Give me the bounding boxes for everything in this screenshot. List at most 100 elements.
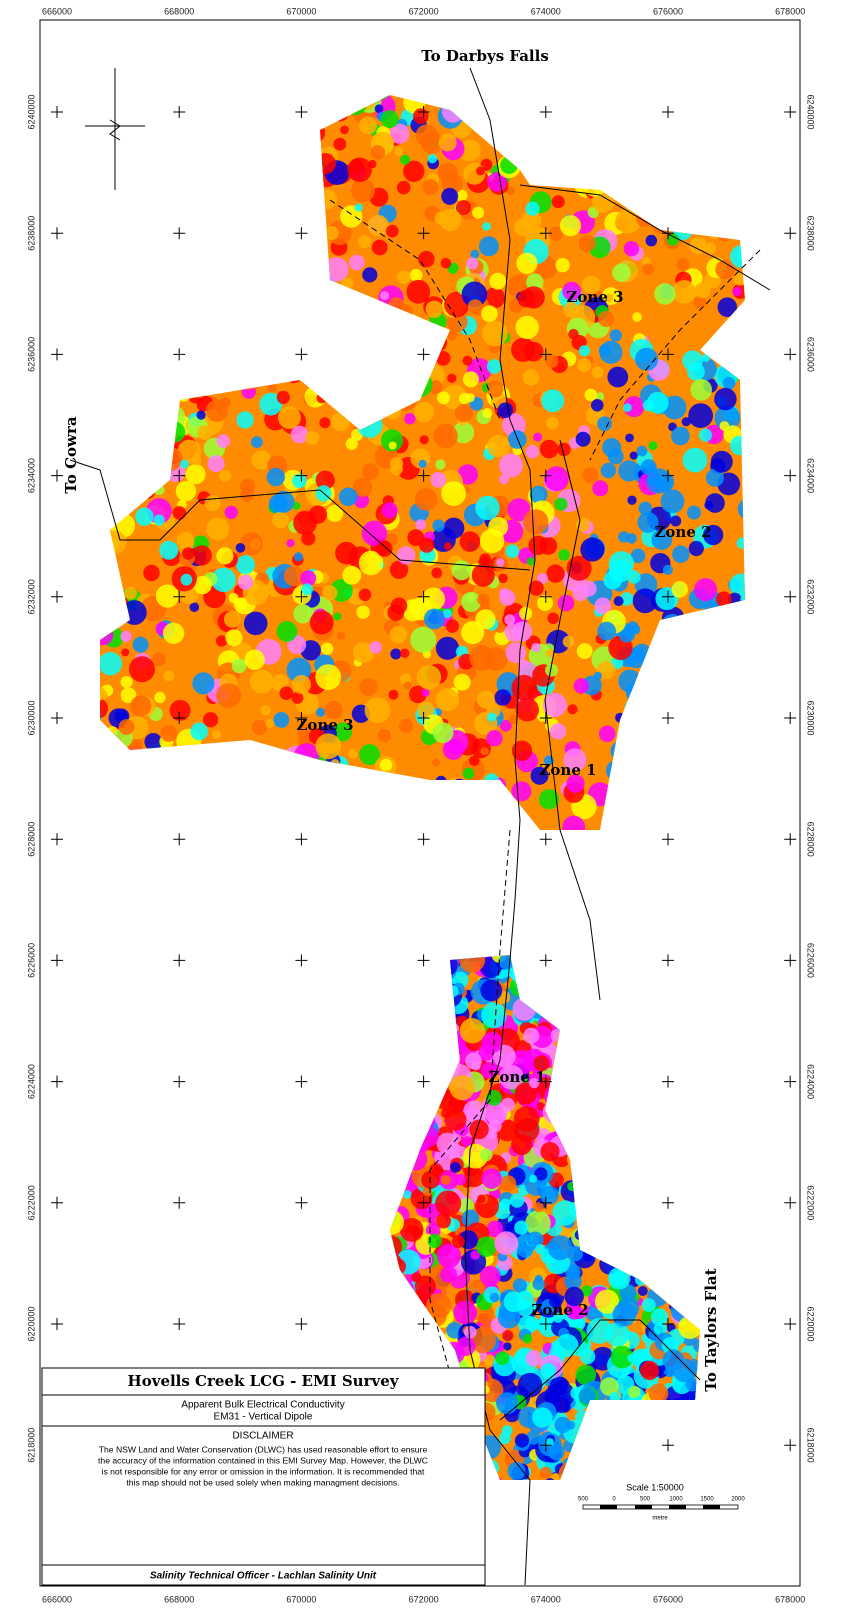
survey-cell xyxy=(490,1293,499,1302)
survey-cell xyxy=(633,588,658,613)
survey-cell xyxy=(552,195,565,208)
scale-tick-label: 2000 xyxy=(731,1497,745,1503)
survey-cell xyxy=(639,502,653,516)
survey-cell xyxy=(499,453,523,477)
survey-cell xyxy=(121,676,133,688)
survey-cell xyxy=(342,566,361,585)
survey-cell xyxy=(415,488,438,511)
survey-cell xyxy=(177,532,195,550)
survey-cell xyxy=(129,656,155,682)
survey-cell xyxy=(426,301,443,318)
survey-cell xyxy=(348,749,358,759)
map: 6660006660006680006680006700006700006720… xyxy=(0,0,845,1612)
survey-cell xyxy=(690,379,712,401)
survey-cell xyxy=(651,1309,668,1326)
survey-cell xyxy=(581,581,597,597)
northing-label-left: 6238000 xyxy=(26,216,36,251)
survey-cell xyxy=(699,429,712,442)
survey-cell xyxy=(375,104,384,113)
survey-cell xyxy=(130,695,151,716)
survey-cell xyxy=(481,1003,507,1029)
survey-cell xyxy=(481,1168,501,1188)
legend-title: Hovells Creek LCG - EMI Survey xyxy=(128,1372,400,1390)
survey-cell xyxy=(389,690,399,700)
survey-cell xyxy=(339,488,358,507)
survey-cell xyxy=(510,1193,524,1207)
survey-cell xyxy=(487,381,504,398)
survey-cell xyxy=(489,273,506,290)
survey-cell xyxy=(592,480,608,496)
survey-cell xyxy=(464,1167,484,1187)
survey-cell xyxy=(450,1162,461,1173)
survey-cell xyxy=(376,541,392,557)
survey-cell xyxy=(433,424,457,448)
survey-cell xyxy=(205,495,221,511)
survey-cell xyxy=(431,527,456,552)
northing-label-left: 6220000 xyxy=(26,1306,36,1341)
survey-cell xyxy=(236,543,246,553)
survey-cell xyxy=(315,664,341,690)
easting-label-bottom: 676000 xyxy=(653,1594,683,1604)
survey-cell xyxy=(683,448,708,473)
survey-cell xyxy=(439,133,457,151)
survey-cell xyxy=(381,110,399,128)
survey-cell xyxy=(502,1425,513,1436)
survey-cell xyxy=(133,637,149,653)
survey-cell xyxy=(404,413,415,424)
survey-cell xyxy=(523,1334,533,1344)
survey-cell xyxy=(503,1342,511,1350)
survey-cell xyxy=(480,1148,493,1161)
survey-cell xyxy=(397,181,411,195)
survey-cell xyxy=(732,287,741,296)
survey-cell xyxy=(232,659,247,674)
survey-cell xyxy=(477,594,489,606)
northing-label-right: 6218000 xyxy=(806,1428,816,1463)
survey-cell xyxy=(476,166,485,175)
survey-cell xyxy=(437,1133,459,1155)
survey-cell xyxy=(251,436,263,448)
survey-cell xyxy=(496,1351,510,1365)
northing-label-left: 6222000 xyxy=(26,1185,36,1220)
survey-cell xyxy=(518,1373,543,1398)
survey-cell xyxy=(315,733,341,759)
survey-cell xyxy=(441,258,452,269)
survey-cell xyxy=(415,1276,436,1297)
zone-label: Zone 2 xyxy=(531,1301,588,1319)
survey-cell xyxy=(99,652,122,675)
survey-cell xyxy=(261,705,271,715)
survey-cell xyxy=(212,730,221,739)
survey-cell xyxy=(250,670,274,694)
easting-label-top: 670000 xyxy=(286,6,316,16)
survey-cell xyxy=(335,542,358,565)
survey-cell xyxy=(504,1292,525,1313)
survey-cell xyxy=(579,345,590,356)
survey-cell xyxy=(720,421,730,431)
survey-cell xyxy=(431,472,447,488)
survey-cell xyxy=(610,329,622,341)
survey-cell xyxy=(480,980,502,1002)
survey-cell xyxy=(337,631,345,639)
survey-cell xyxy=(369,641,381,653)
survey-cell xyxy=(597,416,612,431)
survey-cell xyxy=(428,154,437,163)
survey-cell xyxy=(526,202,540,216)
survey-cell xyxy=(164,671,175,682)
survey-cell xyxy=(390,649,401,660)
survey-cell xyxy=(486,1090,502,1106)
survey-cell xyxy=(482,1032,503,1053)
survey-cell xyxy=(198,425,213,440)
northing-label-left: 6232000 xyxy=(26,579,36,614)
survey-cell xyxy=(455,1174,467,1186)
survey-cell xyxy=(607,367,628,388)
survey-cell xyxy=(413,108,429,124)
survey-cell xyxy=(508,430,527,449)
survey-cell xyxy=(714,388,736,410)
survey-cell xyxy=(293,604,312,623)
survey-cell xyxy=(628,1386,641,1399)
survey-cell xyxy=(203,712,218,727)
survey-cell xyxy=(623,403,632,412)
survey-cell xyxy=(688,403,713,428)
survey-cell xyxy=(414,402,434,422)
survey-cell xyxy=(280,686,294,700)
survey-cell xyxy=(602,438,621,457)
